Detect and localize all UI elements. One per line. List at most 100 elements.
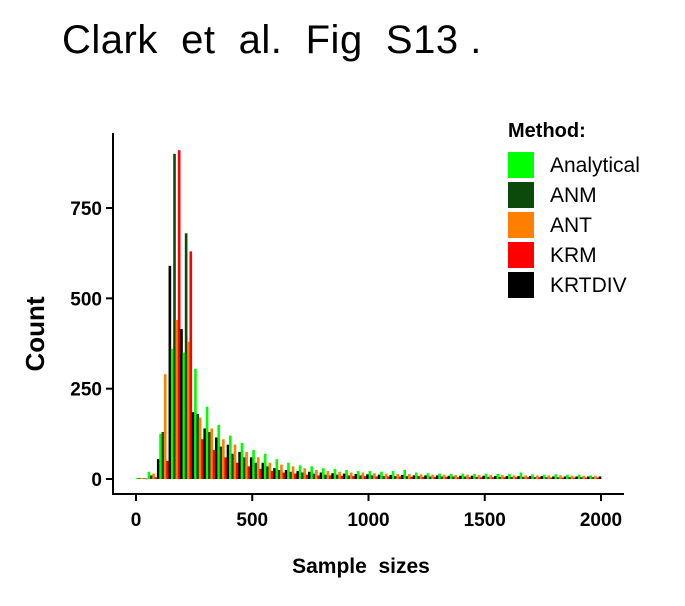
bar-anm — [591, 477, 595, 479]
x-tick-label: 1000 — [347, 510, 389, 531]
bar-krm — [235, 462, 239, 479]
bar-krtdiv — [249, 457, 253, 479]
bar-krtdiv — [284, 469, 288, 479]
bar-krtdiv — [296, 471, 300, 479]
x-tick-label: 1500 — [464, 510, 506, 531]
bar-anm — [266, 466, 269, 479]
bar-analytical — [240, 442, 244, 479]
legend-title: Method: — [508, 120, 586, 142]
bar-anm — [475, 476, 479, 479]
bar-analytical — [333, 468, 337, 479]
x-tick-label: 500 — [236, 510, 268, 531]
bar-analytical — [577, 474, 581, 479]
bar-krtdiv — [575, 476, 579, 479]
bar-ant — [501, 475, 504, 479]
bar-anm — [242, 457, 246, 479]
bar-anm — [498, 476, 502, 479]
bar-anm — [568, 477, 572, 479]
bar-ant — [210, 428, 214, 479]
bar-analytical — [415, 472, 418, 479]
bar-ant — [512, 475, 516, 479]
bar-ant — [419, 474, 423, 479]
bar-krm — [166, 460, 169, 479]
legend-label-anm: ANM — [550, 184, 597, 207]
bar-ant — [268, 462, 272, 479]
bar-ant — [559, 475, 562, 479]
bar-krtdiv — [226, 444, 230, 479]
bar-ant — [256, 457, 260, 479]
bar-anm — [428, 476, 432, 479]
bar-krtdiv — [552, 476, 555, 479]
x-tick-label: 0 — [131, 510, 142, 531]
bar-anm — [289, 471, 293, 479]
bar-krtdiv — [203, 428, 207, 479]
bar-krtdiv — [435, 475, 439, 479]
bar-krtdiv — [156, 459, 160, 479]
bar-anm — [161, 432, 165, 479]
legend-swatch-krtdiv — [508, 272, 534, 298]
bar-krtdiv — [470, 475, 474, 479]
bar-analytical — [391, 471, 395, 479]
bar-krm — [503, 477, 506, 479]
bar-ant — [535, 475, 539, 479]
bar-krm — [410, 476, 413, 479]
bar-krm — [596, 477, 599, 479]
bar-krm — [189, 251, 193, 479]
bar-ant — [245, 451, 248, 479]
bar-krm — [352, 476, 355, 479]
bar-analytical — [403, 469, 407, 479]
bar-krtdiv — [424, 475, 427, 479]
bar-ant — [315, 469, 318, 479]
bar-krtdiv — [459, 475, 462, 479]
bar-ant — [175, 320, 179, 479]
bar-ant — [140, 477, 144, 479]
bar-analytical — [484, 473, 488, 479]
bar-ant — [349, 472, 353, 479]
bar-analytical — [380, 471, 383, 479]
bar-ant — [233, 444, 237, 479]
bar-krtdiv — [447, 475, 451, 479]
bar-anm — [254, 462, 258, 479]
bar-krtdiv — [366, 474, 369, 479]
bar-anm — [510, 476, 513, 479]
bars — [136, 150, 602, 480]
bar-ant — [442, 474, 446, 479]
bar-analytical — [136, 477, 139, 479]
bar-krtdiv — [319, 472, 323, 479]
bar-krm — [363, 476, 367, 479]
bar-krm — [549, 477, 553, 479]
y-tick-label: 0 — [91, 470, 102, 491]
bar-analytical — [426, 473, 430, 479]
bar-krtdiv — [517, 476, 520, 479]
y-ticks: 0 250 500 750 — [70, 199, 113, 491]
bar-anm — [580, 477, 583, 479]
y-tick-label: 500 — [70, 289, 102, 310]
bar-anm — [196, 413, 200, 479]
bar-krm — [491, 477, 495, 479]
bar-ant — [396, 473, 400, 479]
bar-ant — [594, 475, 597, 479]
bar-krtdiv — [377, 474, 381, 479]
bar-anm — [231, 453, 234, 479]
bar-krtdiv — [482, 475, 486, 479]
bar-ant — [454, 475, 458, 479]
bar-anm — [219, 446, 223, 479]
bar-anm — [149, 475, 153, 479]
bar-ant — [547, 475, 551, 479]
bar-anm — [382, 476, 386, 479]
bar-krm — [259, 468, 262, 479]
bar-analytical — [368, 471, 372, 479]
bar-analytical — [252, 450, 255, 479]
bar-analytical — [566, 474, 569, 479]
bar-analytical — [229, 435, 232, 479]
bar-analytical — [508, 473, 511, 479]
bar-anm — [138, 478, 141, 479]
bar-krtdiv — [191, 412, 195, 479]
y-axis-title: Count — [20, 296, 50, 371]
bar-analytical — [473, 473, 476, 479]
bar-krm — [561, 477, 565, 479]
bar-krtdiv — [528, 476, 532, 479]
bar-ant — [373, 473, 376, 479]
bar-analytical — [147, 471, 151, 479]
